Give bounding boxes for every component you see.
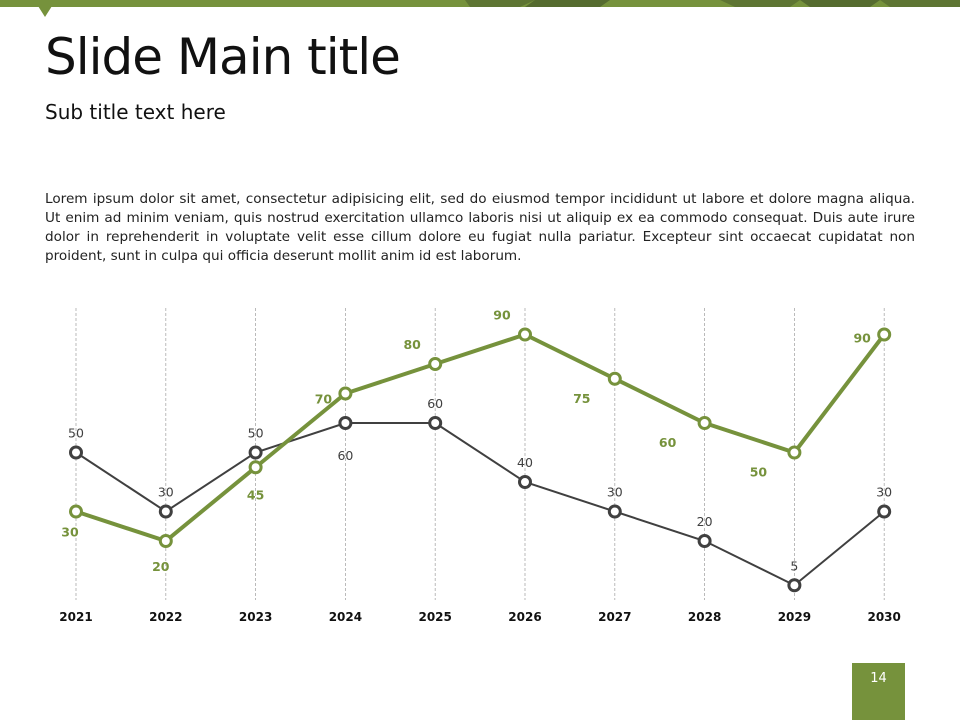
data-label: 20 [697, 514, 713, 529]
x-tick-label: 2024 [329, 610, 362, 624]
x-tick-label: 2021 [59, 610, 92, 624]
x-tick-label: 2029 [778, 610, 811, 624]
data-point [428, 357, 443, 371]
top-banner [0, 0, 960, 17]
data-point [518, 327, 532, 342]
data-point [158, 504, 173, 519]
data-label: 60 [337, 448, 353, 463]
x-tick-label: 2026 [508, 610, 541, 624]
data-point [338, 386, 353, 401]
data-point [338, 416, 353, 430]
x-tick-label: 2028 [688, 610, 721, 624]
data-label: 75 [573, 391, 590, 406]
line-chart: 2021 2022 2023 2024 2025 2026 2027 2028 2029 2030… [59, 308, 901, 625]
data-point [248, 460, 263, 475]
data-label: 45 [247, 487, 264, 502]
data-point [877, 504, 892, 519]
series-line [75, 422, 885, 587]
data-point [69, 504, 83, 519]
data-label: 60 [659, 435, 677, 450]
data-label: 70 [315, 392, 333, 407]
page-number: 14 [852, 663, 905, 720]
x-tick-label: 2025 [418, 610, 451, 624]
data-point [428, 416, 443, 430]
data-label: 50 [750, 465, 768, 480]
data-label: 80 [403, 337, 421, 352]
data-point [697, 534, 712, 548]
x-tick-label: 2030 [867, 610, 900, 624]
data-point [158, 534, 173, 548]
data-label: 40 [517, 455, 533, 470]
page-title: Slide Main title [45, 28, 401, 86]
data-label: 50 [68, 426, 84, 441]
data-label: 90 [853, 331, 871, 346]
data-label: 20 [152, 559, 170, 574]
data-point [877, 327, 892, 342]
data-label: 30 [61, 525, 79, 540]
data-label: 30 [158, 485, 174, 500]
data-point [248, 445, 263, 460]
x-tick-label: 2027 [598, 610, 631, 624]
x-tick-label: 2023 [239, 610, 272, 624]
page-subtitle: Sub title text here [45, 100, 226, 124]
data-label: 30 [876, 485, 892, 500]
data-point [607, 371, 622, 386]
data-label: 50 [248, 426, 264, 441]
body-text: Lorem ipsum dolor sit amet, consectetur … [45, 191, 915, 264]
banner-notch-icon [38, 6, 52, 17]
data-point [697, 416, 712, 430]
data-label: 90 [493, 308, 511, 323]
data-point [518, 475, 532, 489]
data-point [69, 445, 83, 460]
series-line [75, 332, 886, 544]
data-label: 60 [427, 396, 443, 411]
data-label: 30 [607, 485, 623, 500]
data-point [787, 445, 802, 460]
data-label: 5 [790, 558, 798, 573]
x-tick-label: 2022 [149, 610, 182, 624]
data-point [607, 504, 622, 519]
data-point [787, 578, 802, 593]
